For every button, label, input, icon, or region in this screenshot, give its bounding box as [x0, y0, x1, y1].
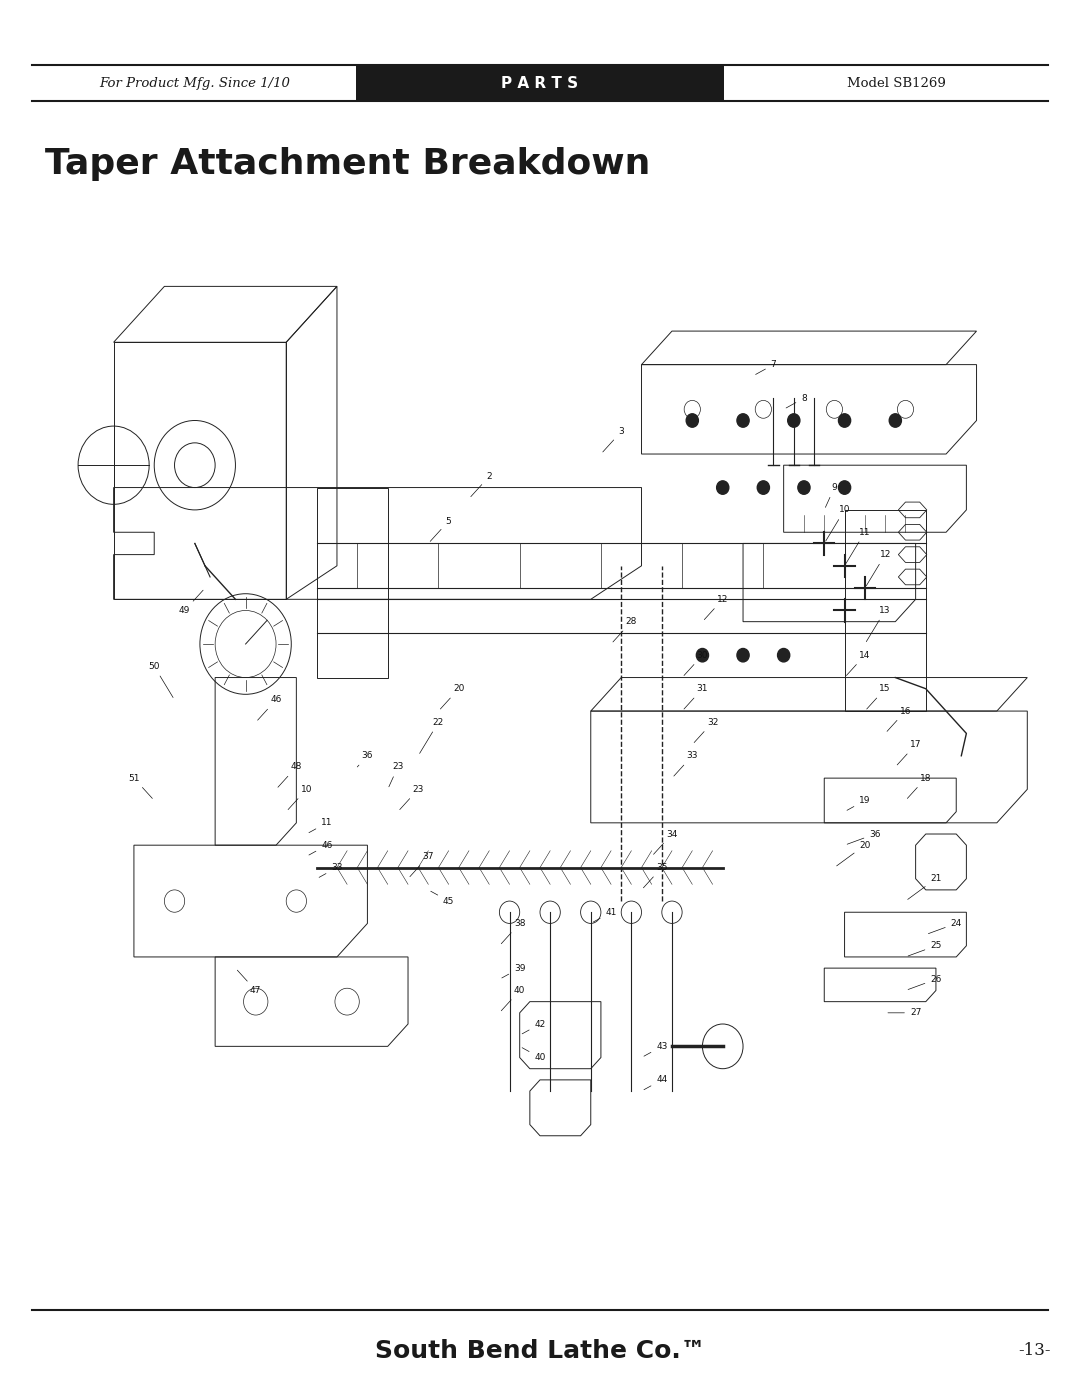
Text: 48: 48	[278, 763, 302, 788]
Text: 40: 40	[522, 1048, 545, 1062]
Text: 15: 15	[867, 685, 891, 710]
Text: 23: 23	[389, 763, 404, 787]
Text: 5: 5	[430, 517, 451, 542]
Text: 24: 24	[929, 919, 962, 933]
Circle shape	[757, 481, 769, 495]
Text: 37: 37	[410, 852, 434, 877]
Text: 28: 28	[613, 617, 637, 643]
Text: 13: 13	[866, 606, 891, 641]
Text: 20: 20	[837, 841, 870, 866]
Text: 38: 38	[501, 919, 526, 944]
Text: 17: 17	[897, 740, 921, 766]
Text: 3: 3	[603, 427, 624, 453]
Circle shape	[737, 648, 750, 662]
Circle shape	[778, 648, 789, 662]
Circle shape	[838, 481, 851, 495]
Text: 39: 39	[502, 964, 526, 978]
Text: 43: 43	[644, 1042, 667, 1056]
Circle shape	[889, 414, 902, 427]
Text: 19: 19	[847, 796, 870, 810]
Text: Model SB1269: Model SB1269	[847, 77, 946, 89]
Text: 47: 47	[238, 970, 261, 995]
Circle shape	[737, 414, 750, 427]
Text: 40: 40	[501, 986, 525, 1011]
Text: 8: 8	[786, 394, 807, 408]
Circle shape	[787, 414, 800, 427]
Text: 11: 11	[846, 528, 870, 563]
Text: 44: 44	[644, 1076, 667, 1090]
Circle shape	[798, 481, 810, 495]
Circle shape	[686, 414, 699, 427]
FancyBboxPatch shape	[356, 64, 724, 102]
Text: 35: 35	[644, 863, 667, 888]
Text: South Bend Lathe Co.™: South Bend Lathe Co.™	[375, 1338, 705, 1363]
Text: 16: 16	[887, 707, 912, 732]
Text: 49: 49	[179, 590, 203, 615]
Text: 50: 50	[148, 662, 173, 697]
Text: 10: 10	[826, 506, 850, 541]
Text: 12: 12	[866, 550, 891, 585]
Text: 14: 14	[847, 651, 870, 676]
Text: 22: 22	[420, 718, 444, 753]
Text: 7: 7	[756, 360, 777, 374]
Text: 46: 46	[309, 841, 333, 855]
Text: 18: 18	[907, 774, 932, 799]
Text: 31: 31	[684, 685, 708, 710]
Text: 23: 23	[400, 785, 423, 810]
Text: P A R T S: P A R T S	[501, 75, 579, 91]
Text: 36: 36	[357, 752, 374, 767]
Text: 10: 10	[288, 785, 312, 810]
Text: 42: 42	[522, 1020, 545, 1034]
Text: 12: 12	[704, 595, 728, 620]
Text: 30: 30	[684, 651, 708, 676]
Text: Taper Attachment Breakdown: Taper Attachment Breakdown	[45, 147, 651, 180]
Text: 36: 36	[847, 830, 881, 844]
Circle shape	[717, 481, 729, 495]
Text: 34: 34	[653, 830, 677, 855]
Text: 41: 41	[593, 908, 617, 922]
Text: For Product Mfg. Since 1/10: For Product Mfg. Since 1/10	[99, 77, 289, 89]
Text: 20: 20	[441, 685, 464, 710]
Text: 21: 21	[907, 875, 942, 900]
Circle shape	[838, 414, 851, 427]
Text: 51: 51	[129, 774, 152, 799]
Circle shape	[697, 648, 708, 662]
Text: 25: 25	[908, 942, 942, 956]
Text: 26: 26	[908, 975, 942, 989]
Text: 9: 9	[825, 483, 837, 507]
Text: 45: 45	[431, 891, 455, 905]
Text: 27: 27	[888, 1009, 921, 1017]
Text: 32: 32	[694, 718, 718, 743]
Text: 33: 33	[674, 752, 698, 777]
Text: 33: 33	[319, 863, 342, 877]
Text: 2: 2	[471, 472, 492, 497]
Text: 46: 46	[258, 696, 282, 721]
Text: 11: 11	[309, 819, 333, 833]
Text: -13-: -13-	[1018, 1343, 1051, 1359]
